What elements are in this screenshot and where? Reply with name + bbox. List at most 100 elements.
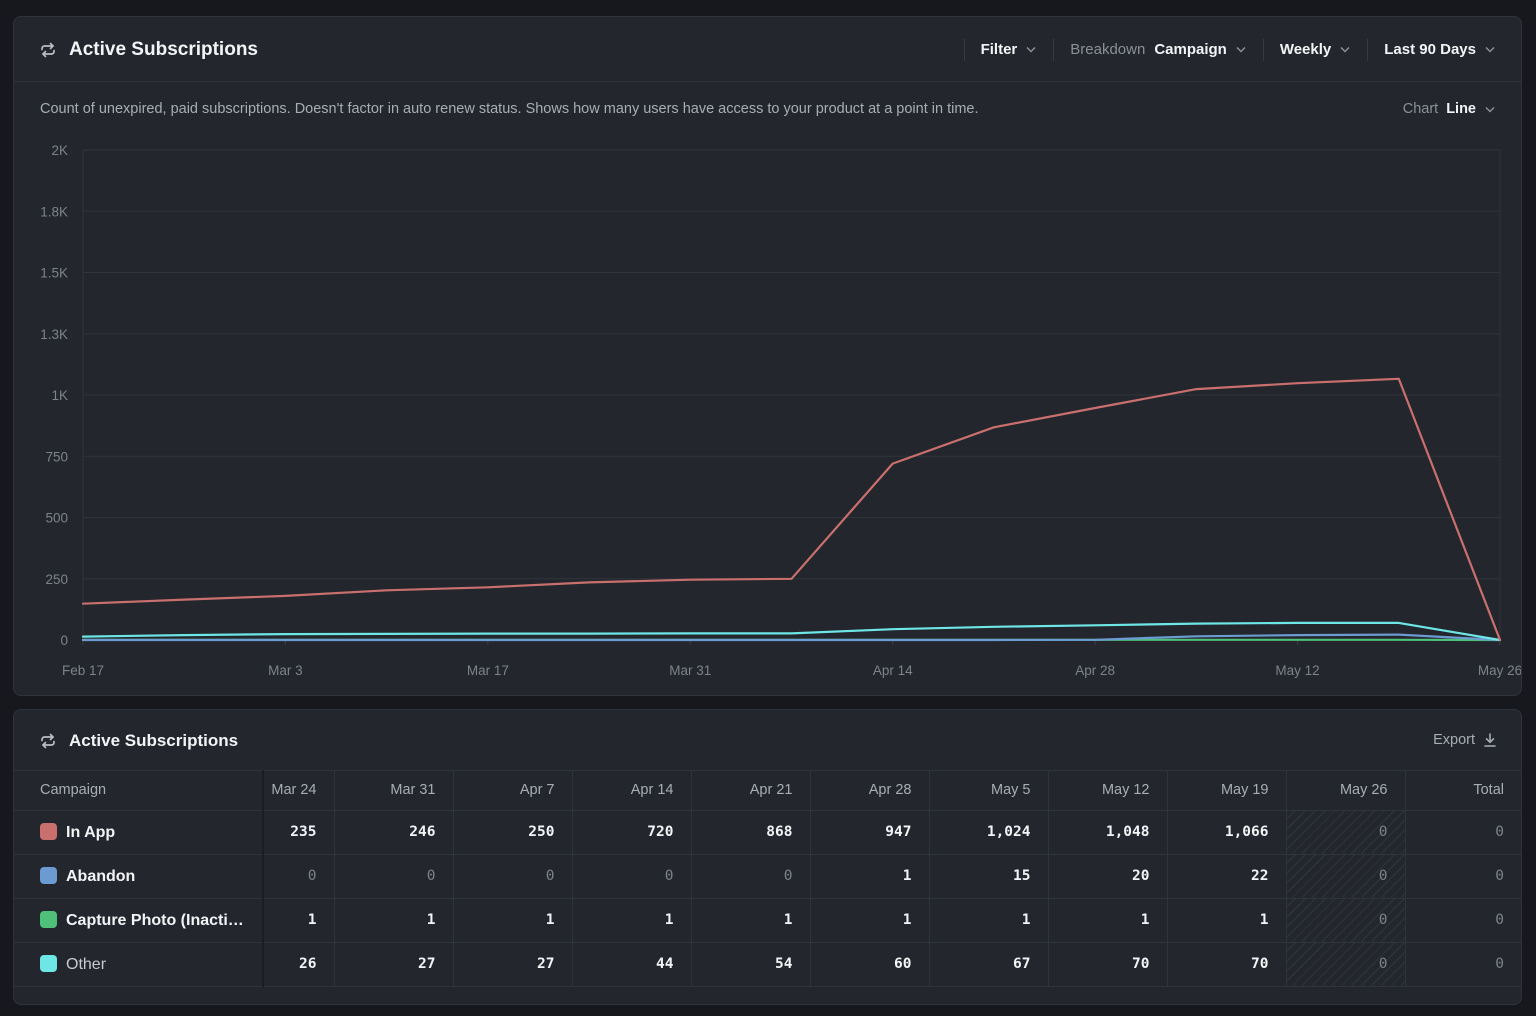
campaign-name: In App [66, 823, 116, 841]
table-title: Active Subscriptions [69, 731, 239, 750]
chevron-down-icon [1340, 46, 1350, 53]
y-tick-label: 750 [45, 449, 68, 464]
column-header: May 12 [1048, 770, 1168, 811]
value-cell: 1 [810, 898, 930, 943]
campaign-cell: Capture Photo (Inacti… [14, 898, 264, 943]
breakdown-value: Campaign [1154, 41, 1227, 58]
campaign-cell: Other [14, 942, 264, 987]
table-row: Other 26 27 27 44 54 60 67 70 70 0 0 [14, 942, 1521, 987]
chart-type-label: Chart [1402, 101, 1439, 117]
column-header: Apr 14 [572, 770, 692, 811]
value-cell: 67 [929, 942, 1049, 987]
y-tick-label: 1.8K [40, 204, 68, 219]
chart-card-header: Active Subscriptions Filter Breakdown Ca… [14, 17, 1521, 82]
y-tick-label: 1.5K [40, 266, 68, 281]
table-card-header: Active Subscriptions Export [14, 710, 1521, 771]
chevron-down-icon [1485, 106, 1495, 113]
value-cell: 1 [263, 898, 335, 943]
repeat-icon [41, 42, 55, 58]
legend-swatch [40, 866, 57, 884]
interval-value: Weekly [1279, 41, 1332, 58]
value-cell: 27 [453, 942, 573, 987]
value-cell: 0 [1286, 810, 1406, 855]
value-cell: 70 [1167, 942, 1287, 987]
value-cell: 20 [1048, 854, 1168, 899]
campaign-name: Capture Photo (Inacti… [66, 911, 244, 929]
filter-label: Filter [980, 41, 1018, 58]
table-row: Abandon 0 0 0 0 0 1 15 20 22 0 0 [14, 854, 1521, 899]
x-tick-label: Apr 14 [873, 663, 913, 678]
chevron-down-icon [1026, 46, 1036, 53]
value-cell: 947 [810, 810, 930, 855]
campaign-name: Abandon [66, 867, 136, 885]
breakdown-label: Breakdown [1070, 41, 1146, 58]
column-header: May 19 [1167, 770, 1287, 811]
value-cell: 15 [929, 854, 1049, 899]
value-cell: 0 [1405, 810, 1521, 855]
value-cell: 1 [1048, 898, 1168, 943]
x-tick-label: Mar 17 [467, 663, 509, 678]
value-cell: 27 [334, 942, 454, 987]
value-cell: 0 [1286, 898, 1406, 943]
value-cell: 0 [263, 854, 335, 899]
legend-swatch [40, 954, 57, 972]
column-header: Mar 24 [263, 770, 335, 811]
value-cell: 246 [334, 810, 454, 855]
y-tick-label: 1.3K [40, 327, 68, 342]
x-tick-label: Feb 17 [62, 663, 104, 678]
x-tick-label: Mar 31 [669, 663, 711, 678]
value-cell: 720 [572, 810, 692, 855]
value-cell: 868 [691, 810, 811, 855]
chart-type-dropdown[interactable]: Chart Line [1403, 101, 1495, 117]
interval-dropdown[interactable]: Weekly [1262, 17, 1367, 82]
series-line-abandon[interactable] [81, 633, 1502, 642]
table-row: In App 235 246 250 720 868 947 1,024 1,048 1,066 0… [14, 810, 1521, 855]
column-header: Apr 28 [810, 770, 930, 811]
legend-swatch [40, 910, 57, 928]
filter-dropdown[interactable]: Filter [963, 17, 1054, 82]
series-line-other[interactable] [81, 621, 1502, 642]
value-cell: 0 [1405, 898, 1521, 943]
campaign-cell: Abandon [14, 854, 264, 899]
subscriptions-table: Campaign Mar 24 Mar 31 Apr 7 Apr 14 Apr 21 Apr… [14, 770, 1521, 987]
value-cell: 0 [453, 854, 573, 899]
date-range-dropdown[interactable]: Last 90 Days [1367, 17, 1495, 82]
series-line-in-app[interactable] [81, 377, 1502, 642]
table-card: Active Subscriptions Export Campaign Mar … [13, 709, 1522, 1005]
value-cell: 0 [1405, 942, 1521, 987]
repeat-icon [41, 733, 55, 749]
value-cell: 26 [263, 942, 335, 987]
column-header-campaign: Campaign [14, 770, 264, 811]
x-tick-label: Apr 28 [1075, 663, 1115, 678]
legend-swatch [40, 822, 57, 840]
y-tick-label: 500 [45, 511, 68, 526]
value-cell: 22 [1167, 854, 1287, 899]
value-cell: 1,024 [929, 810, 1049, 855]
campaign-name: Other [66, 955, 107, 973]
column-header: Mar 31 [334, 770, 454, 811]
x-tick-label: May 12 [1275, 663, 1319, 678]
value-cell: 44 [572, 942, 692, 987]
value-cell: 250 [453, 810, 573, 855]
column-header: Apr 7 [453, 770, 573, 811]
chevron-down-icon [1236, 46, 1246, 53]
chevron-down-icon [1485, 46, 1495, 53]
value-cell: 1,066 [1167, 810, 1287, 855]
chart-title: Active Subscriptions [69, 39, 258, 60]
breakdown-dropdown[interactable]: Breakdown Campaign [1053, 17, 1263, 82]
column-header: May 5 [929, 770, 1049, 811]
value-cell: 1 [334, 898, 454, 943]
column-header: May 26 [1286, 770, 1406, 811]
value-cell: 0 [1286, 854, 1406, 899]
value-cell: 1 [1167, 898, 1287, 943]
export-button[interactable]: Export [1433, 710, 1497, 770]
chart-controls: Filter Breakdown Campaign Weekly Last 90… [963, 17, 1495, 82]
value-cell: 1,048 [1048, 810, 1168, 855]
value-cell: 0 [572, 854, 692, 899]
table-header-row: Campaign Mar 24 Mar 31 Apr 7 Apr 14 Apr 21 Apr… [14, 770, 1521, 811]
chart-description: Count of unexpired, paid subscriptions. … [40, 101, 979, 117]
chart-card: Active Subscriptions Filter Breakdown Ca… [13, 16, 1522, 696]
value-cell: 1 [810, 854, 930, 899]
value-cell: 1 [453, 898, 573, 943]
table-row: Capture Photo (Inacti… 1 1 1 1 1 1 1 1 1 0 0 [14, 898, 1521, 943]
